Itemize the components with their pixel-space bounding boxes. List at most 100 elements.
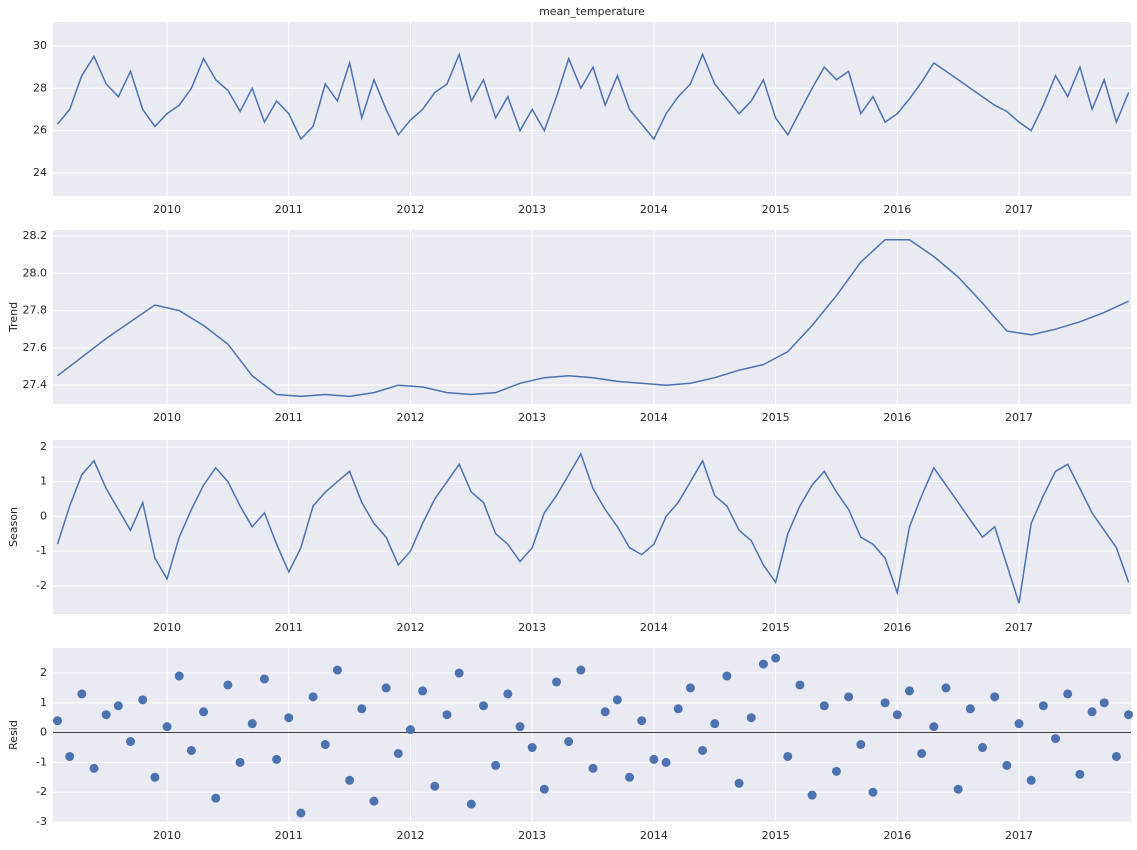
resid-point [1063, 689, 1073, 699]
x-tick-label: 2010 [153, 203, 181, 216]
resid-point [917, 748, 927, 758]
y-axis-label: Season [7, 507, 20, 547]
x-tick-label: 2014 [640, 829, 668, 842]
x-tick-label: 2011 [275, 621, 303, 634]
x-tick-label: 2015 [762, 829, 790, 842]
resid-point [332, 665, 342, 675]
resid-point [101, 710, 111, 720]
resid-point [174, 671, 184, 681]
resid-point [795, 680, 805, 690]
resid-point [1051, 734, 1061, 744]
resid-point [320, 740, 330, 750]
resid-point [1014, 719, 1024, 729]
resid-point [345, 775, 355, 785]
resid-point [868, 787, 878, 797]
resid-point [807, 790, 817, 800]
resid-point [381, 683, 391, 693]
plot-area [53, 648, 1131, 822]
series-line [56, 452, 1130, 604]
resid-point [929, 722, 939, 732]
resid-point [515, 722, 525, 732]
x-tick-label: 2017 [1005, 203, 1033, 216]
resid-point [113, 701, 123, 711]
x-tick-label: 2011 [275, 829, 303, 842]
resid-point [844, 692, 854, 702]
y-tick-label: 2 [40, 440, 47, 453]
x-tick-label: 2016 [883, 829, 911, 842]
y-tick-label: 1 [40, 696, 47, 709]
resid-point [990, 692, 1000, 702]
resid-point [661, 757, 671, 767]
resid-point [685, 683, 695, 693]
resid-point [771, 653, 781, 663]
y-tick-label: 27.4 [23, 378, 48, 391]
resid-point [199, 707, 209, 717]
y-tick-label: -1 [36, 755, 47, 768]
resid-point [89, 763, 99, 773]
x-tick-label: 2013 [518, 203, 546, 216]
y-axis-label: Resid [7, 720, 20, 750]
resid-point [637, 716, 647, 726]
x-tick-label: 2012 [396, 411, 424, 424]
resid-point [819, 701, 829, 711]
resid-point [698, 745, 708, 755]
plot-area [53, 440, 1131, 614]
x-tick-label: 2013 [518, 411, 546, 424]
y-tick-label: 24 [33, 166, 47, 179]
resid-point [186, 745, 196, 755]
resid-point [722, 671, 732, 681]
resid-point [941, 683, 951, 693]
resid-point [369, 796, 379, 806]
resid-point [1026, 775, 1036, 785]
resid-point [625, 772, 635, 782]
resid-point [600, 707, 610, 717]
resid-point [308, 692, 318, 702]
resid-point [223, 680, 233, 690]
resid-point [491, 760, 501, 770]
resid-point [126, 737, 136, 747]
y-tick-label: 1 [40, 475, 47, 488]
resid-point [65, 751, 75, 761]
resid-point [710, 719, 720, 729]
x-tick-label: 2012 [396, 203, 424, 216]
plot-area [53, 22, 1131, 196]
resid-point [150, 772, 160, 782]
resid-point [892, 710, 902, 720]
x-tick-label: 2017 [1005, 411, 1033, 424]
x-tick-label: 2016 [883, 621, 911, 634]
resid-point [138, 695, 148, 705]
resid-point [612, 695, 622, 705]
resid-point [552, 677, 562, 687]
x-tick-label: 2010 [153, 621, 181, 634]
resid-point [1111, 751, 1121, 761]
y-tick-label: -2 [36, 579, 47, 592]
resid-point [1002, 760, 1012, 770]
y-tick-label: -3 [36, 815, 47, 828]
x-tick-label: 2014 [640, 411, 668, 424]
y-tick-label: -1 [36, 544, 47, 557]
y-tick-label: -2 [36, 785, 47, 798]
resid-point [272, 754, 282, 764]
y-tick-label: 26 [33, 124, 47, 137]
x-tick-label: 2010 [153, 829, 181, 842]
resid-point [1038, 701, 1048, 711]
resid-point [831, 766, 841, 776]
resid-point [503, 689, 513, 699]
x-tick-label: 2016 [883, 411, 911, 424]
y-tick-label: 27.8 [23, 304, 48, 317]
resid-point [211, 793, 221, 803]
x-tick-label: 2017 [1005, 621, 1033, 634]
resid-point [162, 722, 172, 732]
series-line [56, 52, 1130, 141]
x-tick-label: 2012 [396, 621, 424, 634]
x-tick-label: 2015 [762, 621, 790, 634]
y-tick-label: 30 [33, 39, 47, 52]
x-tick-label: 2013 [518, 829, 546, 842]
resid-point [418, 686, 428, 696]
resid-point [856, 740, 866, 750]
y-tick-label: 27.6 [23, 341, 48, 354]
resid-point [77, 689, 87, 699]
resid-point [1124, 710, 1134, 720]
y-axis-label: Trend [7, 302, 20, 333]
